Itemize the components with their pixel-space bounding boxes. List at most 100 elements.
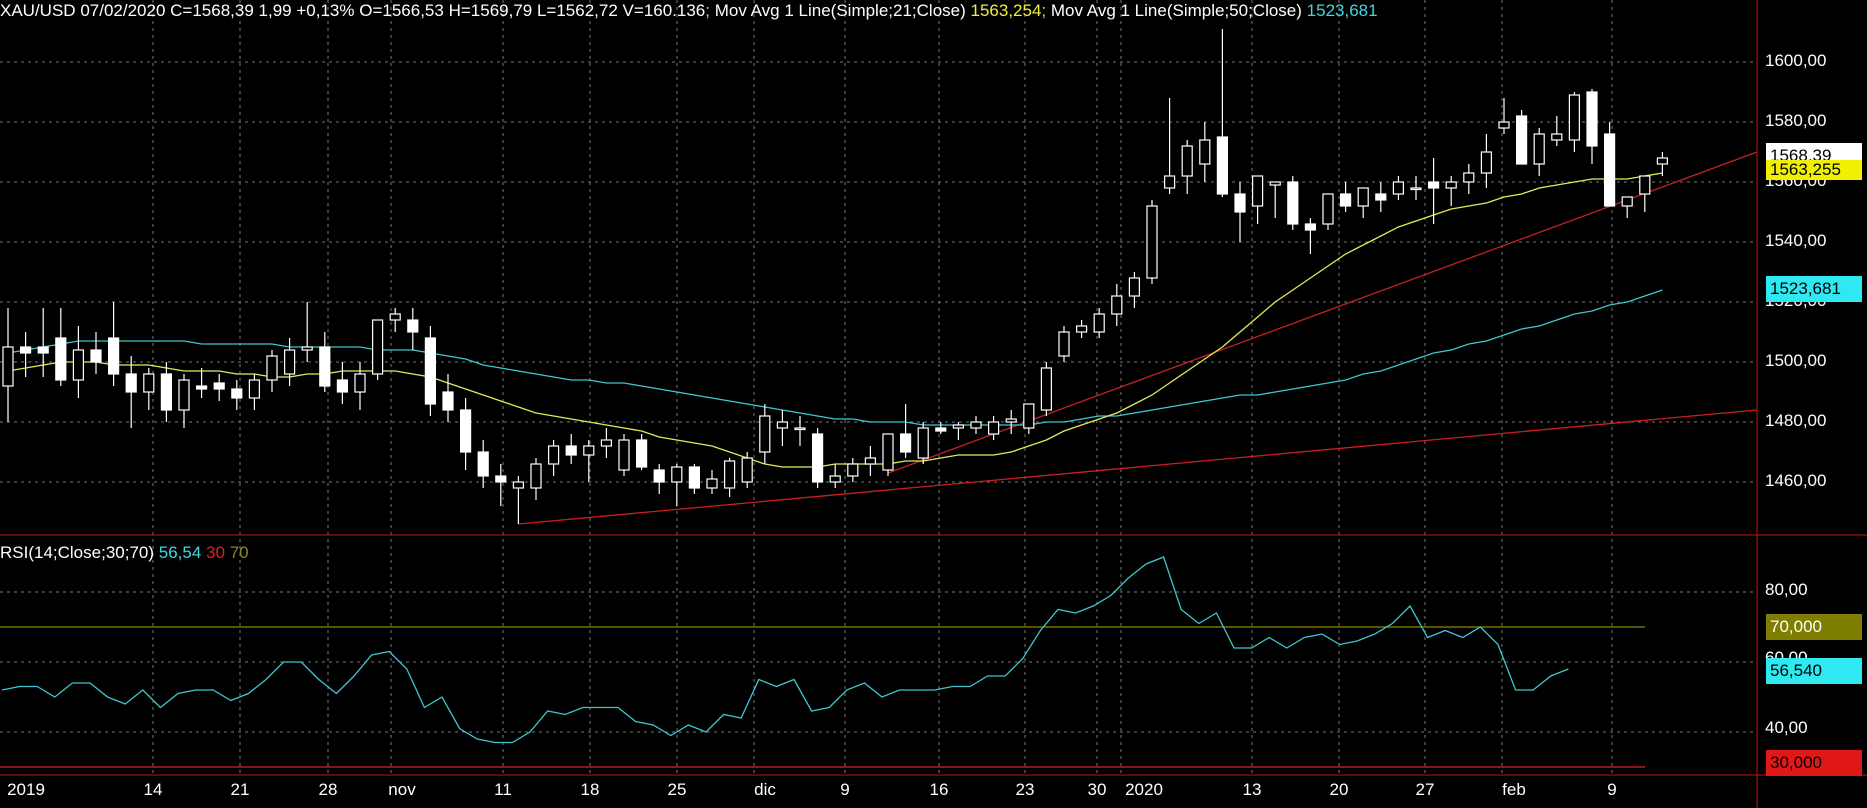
rsi-label: RSI(14;Close;30;70) (0, 543, 155, 562)
candle-body (1269, 181, 1281, 186)
candle-body (1023, 403, 1035, 429)
candle-body (1181, 145, 1193, 177)
time-tick-25: 25 (667, 780, 687, 799)
price-tick-1600: 1600,00 (1765, 51, 1827, 70)
candle-body (72, 349, 85, 381)
candle-body (160, 373, 172, 411)
candle-body (1586, 91, 1598, 147)
candle-body (1427, 181, 1440, 189)
candle-body (1005, 418, 1017, 423)
candle-body (1234, 193, 1246, 213)
candle-body (372, 319, 384, 375)
candle-body (107, 337, 120, 375)
candle-body (776, 421, 789, 429)
candle-body (1216, 136, 1229, 195)
candle-body (1656, 157, 1669, 165)
candle-body (1251, 175, 1264, 207)
candle-body (1445, 181, 1457, 189)
rsi-value: 56,54 (158, 543, 202, 562)
price-tick-1460: 1460,00 (1765, 471, 1827, 490)
candle-body (1128, 277, 1141, 297)
time-tick-30: 30 (1087, 780, 1107, 799)
candle-body (1568, 94, 1581, 141)
candle-body (583, 445, 595, 456)
candle-body (248, 379, 260, 399)
candle-body (477, 451, 489, 477)
candle-body (178, 379, 190, 411)
candle-body (1287, 181, 1299, 225)
price-tick-1500: 1500,00 (1765, 351, 1827, 370)
candle-body (1480, 151, 1493, 174)
candle-body (55, 337, 67, 381)
candle-body (1199, 139, 1211, 165)
candle-body (1533, 133, 1545, 165)
candle-body (284, 349, 296, 375)
rsi-line (1, 556, 1569, 744)
candle-body (2, 346, 14, 387)
symbol: XAU/USD (0, 1, 76, 20)
candle-body (424, 337, 436, 405)
candle-body (794, 427, 806, 431)
candle-body (512, 481, 525, 489)
candle-body (1375, 193, 1387, 201)
candle-body (811, 433, 824, 483)
candle-body (864, 457, 877, 465)
candle-body (1410, 187, 1422, 191)
candle-body (90, 349, 102, 363)
time-tick-23: 23 (1015, 780, 1035, 799)
candle-body (741, 457, 753, 483)
candle-body (301, 346, 313, 351)
ma50-label: Mov Avg 1 Line(Simple;50;Close) (1050, 1, 1302, 20)
ma50-series (7, 289, 1663, 426)
candle-body (495, 475, 507, 483)
ma21-value: 1563,254 (970, 1, 1042, 20)
candle-body (706, 478, 718, 489)
rsi-series (0, 556, 1645, 768)
candle-body (970, 421, 982, 429)
candle-body (1040, 367, 1053, 411)
time-tick-2020: 2020 (1125, 780, 1163, 799)
price-tick-1480: 1480,00 (1765, 411, 1827, 430)
bar-date: 07/02/2020 (80, 1, 166, 20)
candle-body (618, 439, 630, 471)
high-value: H=1569,79 (448, 1, 533, 20)
rsi-lower-tag: 30,000 (1766, 750, 1862, 776)
time-tick-2019: 2019 (7, 780, 45, 799)
candle-body (319, 346, 331, 387)
candle-body (336, 379, 348, 393)
time-tick-13: 13 (1242, 780, 1262, 799)
time-tick-feb: feb (1502, 780, 1526, 799)
candle-body (266, 355, 278, 381)
candle-body (1621, 196, 1633, 207)
candle-body (952, 424, 965, 429)
rsi-value-tag: 56,540 (1766, 658, 1862, 684)
ma21-label: Mov Avg 1 Line(Simple;21;Close) (714, 1, 966, 20)
candle-body (1163, 175, 1176, 189)
candle-body (1515, 115, 1528, 165)
candle-body (460, 409, 472, 453)
candle-body (935, 427, 947, 432)
candle-body (1603, 133, 1616, 207)
candle-body (530, 463, 542, 489)
ma50-tag: 1523,681 (1766, 276, 1862, 302)
volume-value: V=160.136 (622, 1, 706, 20)
rsi-upper: 70 (229, 543, 249, 562)
candle-body (1551, 133, 1563, 141)
candle-body (688, 466, 701, 489)
open-value: O=1566,53 (359, 1, 444, 20)
candle-body (1339, 193, 1352, 207)
candle-body (231, 388, 243, 399)
candle-body (125, 373, 137, 393)
rsi-tick-80: 80,00 (1765, 580, 1808, 599)
time-tick-28: 28 (318, 780, 338, 799)
candle-body (37, 346, 49, 354)
time-tick-11: 11 (494, 780, 512, 799)
candle-body (1304, 223, 1317, 231)
time-tick-nov: nov (388, 780, 416, 799)
candle-body (547, 445, 560, 465)
candle-body (1093, 313, 1105, 333)
candle-body (1463, 172, 1475, 183)
ma50-value: 1523,681 (1306, 1, 1378, 20)
candle-body (600, 439, 613, 447)
